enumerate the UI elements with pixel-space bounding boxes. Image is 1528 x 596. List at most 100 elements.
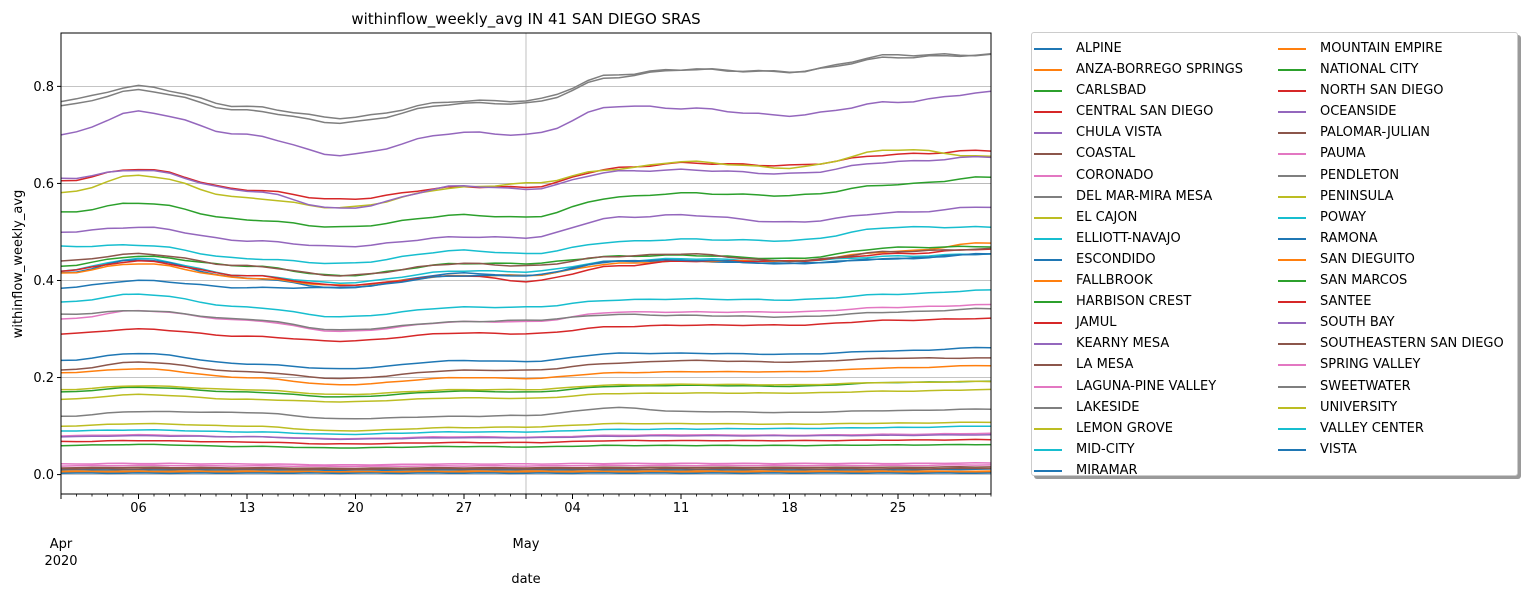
legend-swatch [1278,90,1306,93]
legend-swatch [1278,216,1306,219]
legend-swatch [1278,406,1306,409]
legend-swatch [1278,132,1306,135]
series-line [60,317,992,343]
legend-swatch [1034,280,1062,283]
x-tick-label: 18 [781,501,798,516]
legend-swatch [1278,195,1306,198]
legend-swatch [1034,258,1062,261]
legend-swatch [1034,195,1062,198]
y-axis-label: withinflow_weekly_avg [11,190,26,339]
series-line [60,443,992,449]
series-line [60,206,992,248]
legend-label: LAKESIDE [1076,399,1140,415]
legend-swatch [1034,216,1062,219]
legend-swatch [1034,111,1062,114]
legend-label: ESCONDIDO [1076,251,1156,267]
legend-label: COASTAL [1076,146,1136,162]
y-tick-label: 0.4 [33,274,54,289]
series-line [60,307,992,331]
legend-swatch [1034,69,1062,72]
legend-label: DEL MAR-MIRA MESA [1076,188,1213,204]
legend-swatch [1278,427,1306,430]
legend-label: UNIVERSITY [1320,399,1398,415]
legend-label: MOUNTAIN EMPIRE [1320,41,1443,56]
series-line [60,225,992,265]
legend-swatch [1034,343,1062,346]
legend-swatch [1034,174,1062,177]
legend-label: SAN DIEGUITO [1320,251,1415,267]
legend-label: SPRING VALLEY [1320,357,1421,373]
legend-label: FALLBROOK [1076,273,1153,289]
series-line [60,467,992,471]
y-tick-label: 0.0 [33,468,54,483]
axes: 0.0 0.2 0.4 0.6 0.8 Apr 2020 06 13 20 27 May 04 11 18 2… [33,80,992,569]
series-line [60,253,992,289]
x-tick-label: 11 [673,501,690,516]
legend-swatch [1278,153,1306,156]
legend-label: NATIONAL CITY [1320,62,1419,78]
legend-swatch [1278,322,1306,325]
legend-swatch [1034,237,1062,240]
series-line [60,289,992,318]
series-line [60,464,992,468]
series-line [60,466,992,470]
legend-label: PENDLETON [1320,167,1400,183]
y-tick-label: 0.2 [33,371,54,386]
legend-swatch [1278,448,1306,451]
series-line [60,346,992,370]
legend-label: LAGUNA-PINE VALLEY [1076,378,1217,394]
legend-label: ELLIOTT-NAVAJO [1076,230,1181,246]
series-line [60,364,992,386]
legend-swatch [1278,237,1306,240]
series-lines [60,53,992,475]
x-tick-label: 04 [564,501,581,516]
x-tick-label: 13 [239,501,256,516]
legend-swatch [1278,343,1306,346]
series-line [60,303,992,333]
series-line [60,438,992,445]
legend-label: CORONADO [1076,167,1154,183]
series-line [60,247,992,277]
series-line [60,155,992,209]
legend-label: SOUTHEASTERN SAN DIEGO [1320,336,1504,352]
legend: ALPINE ANZA-BORREGO SPRINGS CARLSBAD CENTRA… [1031,32,1518,478]
legend-swatch [1278,174,1306,177]
legend-swatch [1034,301,1062,304]
series-line [60,461,992,466]
series-line [60,53,992,120]
legend-label: VISTA [1320,441,1357,457]
y-tick-label: 0.8 [33,80,54,95]
series-line [60,433,992,441]
legend-swatch [1034,427,1062,430]
legend-label: EL CAJON [1076,209,1138,225]
legend-swatch [1034,385,1062,388]
legend-swatch [1278,69,1306,72]
legend-swatch [1278,111,1306,114]
legend-label: MIRAMAR [1076,462,1138,478]
x-tick-label: Apr [50,537,73,552]
x-tick-label: 06 [130,501,147,516]
series-line [60,388,992,403]
legend-swatch [1034,153,1062,156]
legend-label: VALLEY CENTER [1320,420,1424,436]
legend-swatch [1278,364,1306,367]
legend-label: KEARNY MESA [1076,336,1170,352]
legend-label: POWAY [1320,209,1367,225]
series-line [60,406,992,420]
series-line [60,149,992,209]
series-line [60,472,992,475]
legend-swatch [1034,364,1062,367]
legend-label: ANZA-BORREGO SPRINGS [1076,62,1244,78]
series-line [60,470,992,473]
legend-label: NORTH SAN DIEGO [1320,83,1444,99]
legend-label: CARLSBAD [1076,83,1147,99]
legend-label: LA MESA [1076,357,1134,373]
x-axis-label: date [511,572,540,587]
legend-label: PALOMAR-JULIAN [1320,125,1430,141]
legend-label: PENINSULA [1320,188,1394,204]
x-tick-label: 27 [456,501,473,516]
x-tick-label: 20 [347,501,364,516]
x-tick-sublabel: 2020 [44,554,77,569]
legend-label: SANTEE [1320,294,1372,310]
